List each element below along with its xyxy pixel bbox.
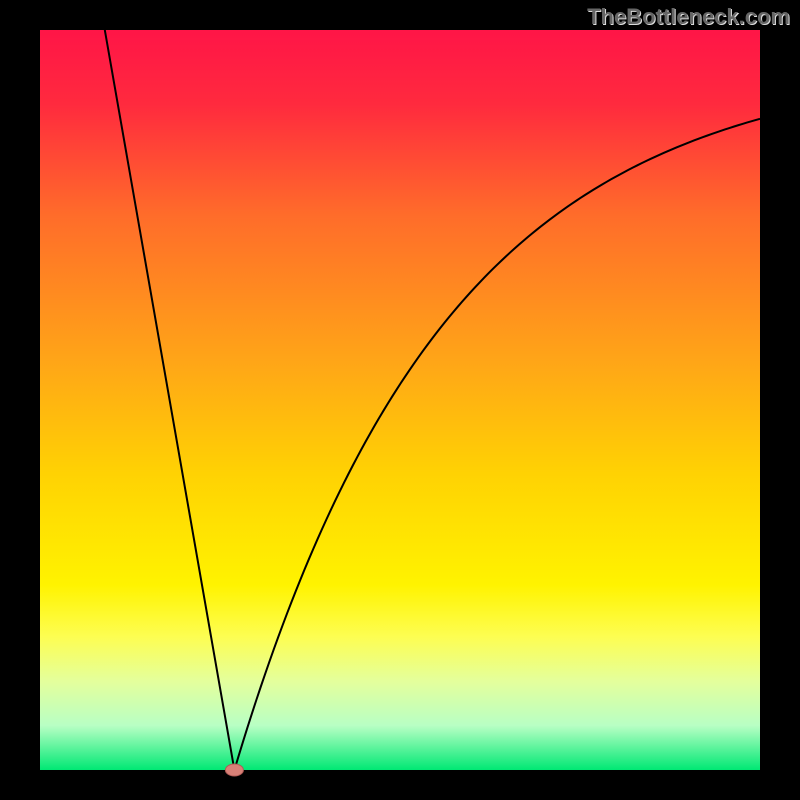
- chart-root: TheBottleneck.com: [0, 0, 800, 800]
- plot-background: [40, 30, 760, 770]
- bottleneck-chart: [0, 0, 800, 800]
- watermark-text: TheBottleneck.com: [587, 4, 790, 30]
- optimal-point-marker: [225, 764, 243, 776]
